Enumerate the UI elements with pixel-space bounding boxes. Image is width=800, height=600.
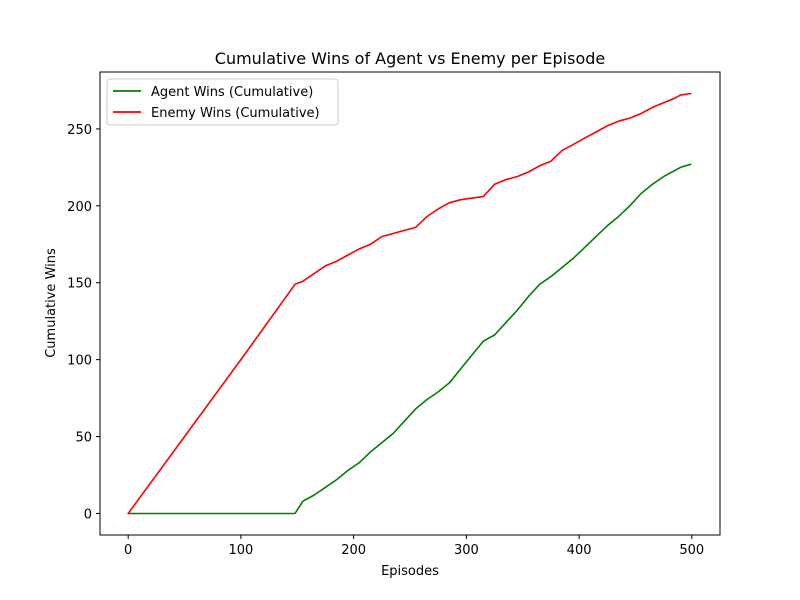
y-tick-label: 50 — [75, 431, 92, 446]
x-tick-label: 400 — [567, 543, 592, 558]
y-axis-title: Cumulative Wins — [44, 248, 59, 358]
y-tick-label: 200 — [67, 200, 92, 215]
x-axis-title: Episodes — [381, 564, 439, 579]
legend-label: Enemy Wins (Cumulative) — [151, 106, 320, 121]
y-tick-label: 150 — [67, 277, 92, 292]
x-tick-label: 0 — [124, 543, 132, 558]
x-tick-label: 300 — [454, 543, 479, 558]
x-tick-label: 200 — [341, 543, 366, 558]
series-line-enemy — [127, 92, 692, 515]
legend-label: Agent Wins (Cumulative) — [151, 85, 313, 100]
y-tick-label: 0 — [84, 507, 92, 522]
x-axis: 0 100 200 300 400 500 — [124, 535, 704, 558]
y-axis: 0 50 100 150 200 250 — [67, 123, 100, 522]
legend: Agent Wins (Cumulative) Enemy Wins (Cumul… — [106, 78, 339, 126]
plot-area — [127, 92, 692, 515]
axes-frame — [99, 71, 721, 536]
y-tick-label: 100 — [67, 354, 92, 369]
y-tick-label: 250 — [67, 123, 92, 138]
chart-title: Cumulative Wins of Agent vs Enemy per Ep… — [215, 49, 605, 68]
x-tick-label: 100 — [228, 543, 253, 558]
legend-box — [106, 78, 339, 126]
series-line-agent — [127, 163, 692, 515]
x-tick-label: 500 — [679, 543, 704, 558]
